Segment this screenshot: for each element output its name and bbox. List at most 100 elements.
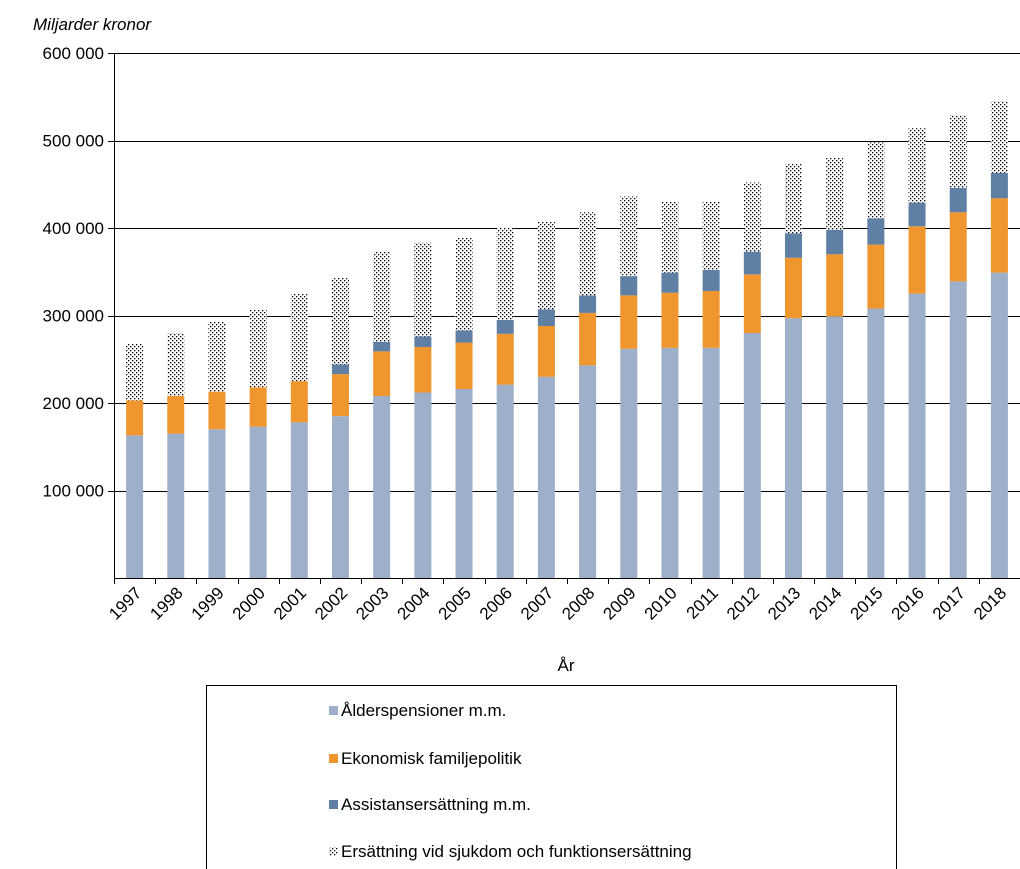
bar-segment (743, 182, 761, 252)
bar-segment (537, 221, 555, 310)
bar-segment (332, 277, 349, 365)
bar-segment (867, 218, 885, 245)
bar-segment (826, 316, 844, 578)
bar-segment (496, 384, 514, 578)
bar-segment (579, 365, 597, 578)
bar-segment (826, 229, 844, 255)
bar-segment (949, 212, 967, 282)
bar-segment (249, 387, 267, 427)
bar-segment (949, 281, 967, 578)
x-tick-label: 2000 (229, 583, 269, 623)
bar-segment (990, 101, 1008, 173)
axes (114, 53, 1020, 584)
bar-segment (990, 272, 1008, 578)
bar-segment (579, 212, 597, 296)
y-tick-label: 300 000 (43, 307, 104, 326)
legend-entry: Ekonomisk familjepolitik (341, 749, 522, 768)
bar-segment (990, 172, 1008, 199)
x-tick-label: 2004 (394, 583, 434, 623)
bar-segment (332, 374, 349, 417)
x-tick-label: 2015 (847, 583, 887, 623)
bar-segment (702, 347, 720, 578)
bar-segment (537, 326, 555, 377)
bar-segment (661, 201, 679, 273)
bar-segment (455, 342, 473, 389)
bar-segment (167, 333, 185, 396)
x-tick-label: 2013 (764, 583, 804, 623)
bar-segment (167, 433, 185, 578)
bar-segment (785, 233, 802, 258)
bar-segment (290, 381, 308, 423)
x-tick-label: 2018 (970, 583, 1010, 623)
bar-segment (332, 364, 349, 375)
x-tick-labels: 1997 1998 1999 2000 2001 2002 2003 2004 2005 2006… (105, 583, 1010, 623)
x-tick-label: 2003 (352, 583, 392, 623)
bar-segment (620, 295, 638, 349)
bar-segment (743, 251, 761, 275)
bar-segment (826, 158, 844, 230)
x-tick-label: 2002 (311, 583, 351, 623)
bar-segment (908, 128, 926, 203)
y-tick-label: 500 000 (43, 132, 104, 151)
bar-segment (208, 391, 226, 430)
y-tick-labels: 100 000 200 000 300 000 400 000 500 000 600 0… (43, 44, 104, 501)
bar-segment (702, 270, 720, 291)
bar-segment (990, 198, 1008, 273)
y-tick-label: 200 000 (43, 394, 104, 413)
bar-segment (414, 336, 432, 347)
y-tick-label: 400 000 (43, 219, 104, 238)
bar-segment (908, 293, 926, 578)
bar-segment (620, 276, 638, 296)
bar-segment (949, 187, 967, 213)
bar-segment (126, 343, 144, 401)
legend-box (206, 685, 897, 869)
bar-segment (332, 416, 349, 578)
legend-entry: Ålderspensioner m.m. (341, 701, 506, 720)
bar-segment (208, 429, 226, 578)
x-axis-label: År (558, 656, 575, 675)
y-axis-label: Miljarder kronor (33, 15, 152, 34)
bar-segment (249, 426, 267, 578)
bar-segment (373, 251, 391, 342)
bar-segment (785, 318, 802, 578)
bar-segment (743, 274, 761, 333)
bar-segment (455, 237, 473, 331)
x-tick-label: 1997 (105, 583, 145, 623)
bar-segment (661, 272, 679, 293)
bar-segment (949, 115, 967, 188)
bar-segment (867, 142, 885, 219)
bar-segment (702, 291, 720, 348)
x-tick-label: 2011 (683, 583, 722, 622)
x-tick-label: 1999 (188, 583, 228, 623)
bar-segment (579, 295, 597, 313)
bar-segment (620, 348, 638, 578)
legend-entry: Ersättning vid sjukdom och funktionsersä… (341, 842, 692, 861)
x-tick-label: 2005 (435, 583, 475, 623)
x-tick-label: 2017 (929, 583, 969, 623)
bar-segment (290, 293, 308, 382)
bar-segment (455, 330, 473, 343)
y-tick-label: 600 000 (43, 44, 104, 63)
bar-segment (126, 400, 144, 436)
bar-segment (579, 312, 597, 366)
legend-entry: Assistansersättning m.m. (341, 795, 531, 814)
bar-segment (537, 309, 555, 326)
bar-segment (455, 389, 473, 578)
x-tick-label: 2001 (270, 583, 310, 623)
legend-swatch (329, 706, 338, 715)
bar-segment (867, 244, 885, 309)
bar-segment (208, 321, 226, 392)
bars (126, 101, 1008, 578)
bar-segment (249, 309, 267, 388)
legend-swatch (329, 847, 338, 856)
bar-segment (661, 347, 679, 578)
x-tick-label: 2007 (517, 583, 557, 623)
x-tick-label: 2010 (641, 583, 681, 623)
x-tick-label: 2016 (888, 583, 928, 623)
x-tick-label: 2012 (723, 583, 763, 623)
bar-segment (785, 164, 802, 234)
bar-segment (496, 333, 514, 385)
legend-swatch (329, 754, 338, 763)
bar-segment (867, 308, 885, 578)
bar-segment (826, 254, 844, 317)
